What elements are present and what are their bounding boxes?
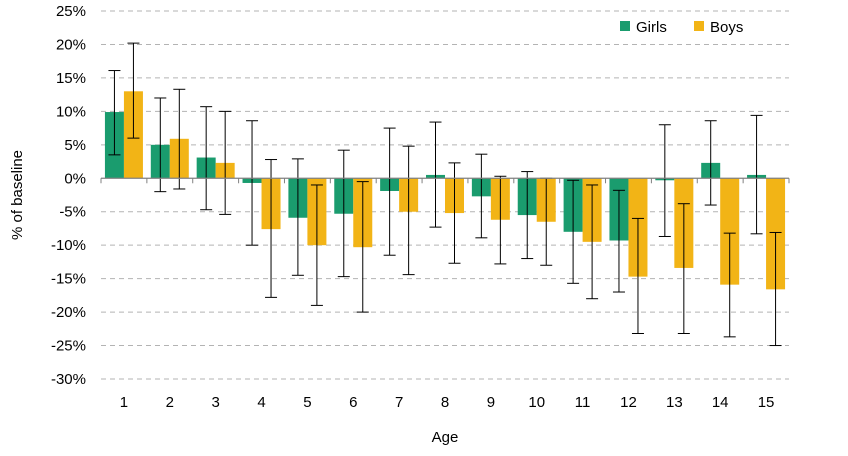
y-axis-title: % of baseline: [9, 150, 26, 240]
x-tick-label: 4: [257, 394, 265, 411]
legend-label-girls: Girls: [636, 19, 667, 36]
x-tick-label: 5: [303, 394, 311, 411]
y-tick-label: -25%: [51, 338, 86, 355]
y-tick-label: 15%: [56, 70, 86, 87]
legend-label-boys: Boys: [710, 19, 743, 36]
legend: Girls Boys: [620, 19, 743, 36]
bars: [104, 91, 786, 290]
x-tick-label: 9: [487, 394, 495, 411]
x-axis-ticks: 1 2 3 4 5 6 7 8 9 10 11 12 13 14 15: [100, 178, 790, 411]
x-tick-label: 7: [395, 394, 403, 411]
x-tick-label: 10: [528, 394, 545, 411]
y-tick-label: -20%: [51, 304, 86, 321]
y-tick-label: 5%: [64, 137, 86, 154]
y-tick-label: 25%: [56, 3, 86, 20]
x-tick-label: 8: [441, 394, 449, 411]
y-axis-ticks: 25% 20% 15% 10% 5% 0% -5% -10% -15% -20% -25% -30%: [51, 3, 86, 388]
error-bars: [108, 42, 782, 347]
x-axis-title: Age: [432, 429, 459, 446]
x-tick-label: 14: [712, 394, 729, 411]
legend-swatch-girls: [620, 21, 630, 31]
x-tick-label: 6: [349, 394, 357, 411]
legend-swatch-boys: [694, 21, 704, 31]
y-tick-label: 10%: [56, 103, 86, 120]
y-tick-label: 20%: [56, 36, 86, 53]
y-tick-label: -30%: [51, 371, 86, 388]
x-tick-label: 12: [620, 394, 637, 411]
x-tick-label: 3: [211, 394, 219, 411]
x-tick-label: 1: [120, 394, 128, 411]
y-tick-label: -10%: [51, 237, 86, 254]
x-tick-label: 13: [666, 394, 683, 411]
y-tick-label: -5%: [59, 204, 86, 221]
bar-boys: [720, 178, 740, 285]
y-tick-label: 0%: [64, 170, 86, 187]
x-tick-label: 2: [166, 394, 174, 411]
x-tick-label: 11: [575, 394, 591, 411]
x-tick-label: 15: [758, 394, 775, 411]
y-tick-label: -15%: [51, 271, 86, 288]
